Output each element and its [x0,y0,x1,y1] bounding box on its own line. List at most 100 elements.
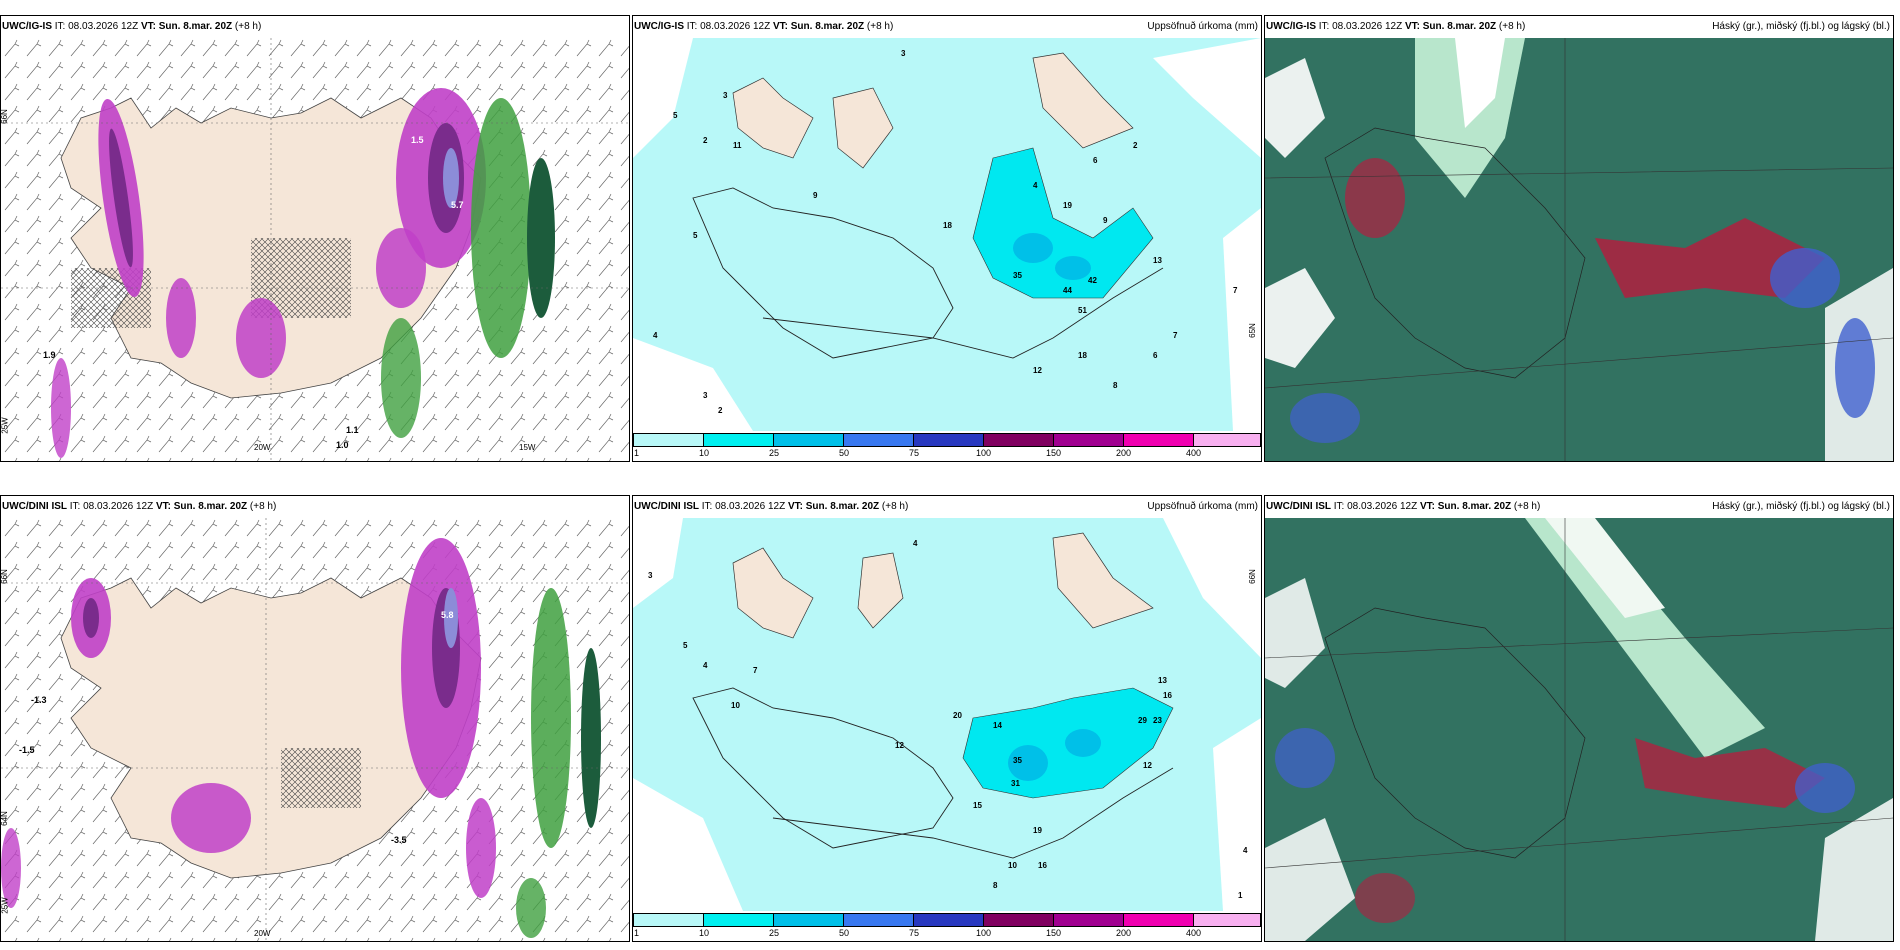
svg-text:5: 5 [693,231,698,240]
colorbar-tick: 10 [699,448,710,458]
svg-text:35: 35 [1013,756,1022,765]
svg-text:4: 4 [653,331,658,340]
svg-text:42: 42 [1088,276,1097,285]
svg-text:18: 18 [943,221,952,230]
colorbar-tick: 50 [839,448,850,458]
colorbar-tick: 200 [1116,448,1132,458]
panel-header: UWC/IG-IS IT: 08.03.2026 12Z VT: Sun. 8.… [633,16,1261,38]
colorbar-seg [633,913,704,927]
panel-header: UWC/DINI ISL IT: 08.03.2026 12Z VT: Sun.… [633,496,1261,518]
svg-text:31: 31 [1011,779,1020,788]
svg-text:4: 4 [1243,846,1248,855]
svg-text:35: 35 [1013,271,1022,280]
colorbar-seg [1053,433,1124,447]
lon-label-20w: 20W [254,929,271,938]
svg-text:-1.5: -1.5 [19,745,35,755]
svg-text:15: 15 [973,801,982,810]
svg-text:1.0: 1.0 [336,440,349,450]
lon-label-20w: 20W [254,443,271,452]
svg-text:10: 10 [1008,861,1017,870]
map-canvas [1265,38,1893,461]
lat-label-66n: 66N [0,109,9,124]
panel-title: Háský (gr.), miðský (fj.bl.) og lágský (… [1712,501,1890,512]
colorbar-tick: 150 [1046,928,1062,938]
svg-text:4: 4 [913,539,918,548]
svg-text:7: 7 [1233,286,1238,295]
colorbar-tick: 25 [769,928,780,938]
svg-text:3: 3 [723,91,728,100]
panel-title: Háský (gr.), miðský (fj.bl.) og lágský (… [1712,21,1890,32]
colorbar-seg [843,913,914,927]
wind-precip-panel-ig-is: UWC/IG-IS IT: 08.03.2026 12Z VT: Sun. 8.… [0,15,630,462]
iceland-land-dry [732,77,814,159]
colorbar-tick: 75 [909,448,920,458]
cloud-panel-ig-is: UWC/IG-IS IT: 08.03.2026 12Z VT: Sun. 8.… [1264,15,1894,462]
precip-colorbar: 1 10 25 50 75 100 150 200 400 [633,911,1261,941]
colorbar-seg [773,913,844,927]
panel-header: UWC/IG-IS IT: 08.03.2026 12Z VT: Sun. 8.… [1265,16,1893,38]
svg-text:3: 3 [703,391,708,400]
svg-text:14: 14 [993,721,1002,730]
colorbar-seg [703,433,774,447]
svg-text:7: 7 [1173,331,1178,340]
colorbar-seg [983,913,1054,927]
svg-text:19: 19 [1033,826,1042,835]
svg-text:51: 51 [1078,306,1087,315]
svg-text:12: 12 [895,741,904,750]
svg-text:18: 18 [1078,351,1087,360]
svg-text:1: 1 [1238,891,1243,900]
panel-header: UWC/DINI ISL IT: 08.03.2026 12Z VT: Sun.… [1265,496,1893,518]
svg-text:-1.3: -1.3 [31,695,47,705]
svg-text:4: 4 [703,661,708,670]
colorbar-tick: 50 [839,928,850,938]
map-canvas: 1.9 1.5 5.7 1.1 1.0 [1,38,629,461]
svg-text:8: 8 [993,881,998,890]
colorbar-seg [1053,913,1124,927]
lon-label-15w: 15W [519,443,536,452]
colorbar-tick: 200 [1116,928,1132,938]
colorbar-seg [983,433,1054,447]
svg-text:2: 2 [718,406,723,415]
colorbar-tick: 400 [1186,928,1202,938]
colorbar-tick: 1 [634,448,640,458]
colorbar-seg [1123,913,1194,927]
colorbar-tick: 10 [699,928,710,938]
lat-label-64n: 64N [0,811,9,826]
colorbar-tick: 150 [1046,448,1062,458]
colorbar-tick: 25 [769,448,780,458]
svg-text:13: 13 [1153,256,1162,265]
colorbar-seg [633,433,704,447]
panel-title: Uppsöfnuð úrkoma (mm) [1147,501,1258,512]
colorbar-tick: 75 [909,928,920,938]
svg-text:1.9: 1.9 [43,350,56,360]
lat-label-25w: 25W [0,417,10,434]
svg-text:1.1: 1.1 [346,425,359,435]
svg-text:1.5: 1.5 [411,135,424,145]
svg-text:12: 12 [1033,366,1042,375]
svg-text:3: 3 [648,571,653,580]
precip-panel-dini: UWC/DINI ISL IT: 08.03.2026 12Z VT: Sun.… [632,495,1262,942]
precip-colorbar: 1 10 25 50 75 100 150 200 400 [633,431,1261,461]
panel-header: UWC/DINI ISL IT: 08.03.2026 12Z VT: Sun.… [1,496,629,518]
svg-text:13: 13 [1158,676,1167,685]
colorbar-seg [1193,913,1261,927]
colorbar-seg [1123,433,1194,447]
colorbar-seg [913,433,984,447]
colorbar-seg [843,433,914,447]
svg-text:5: 5 [673,111,678,120]
svg-text:8: 8 [1113,381,1118,390]
svg-text:2: 2 [703,136,708,145]
svg-text:12: 12 [1143,761,1152,770]
svg-text:16: 16 [1163,691,1172,700]
colorbar-tick: 400 [1186,448,1202,458]
lat-label-65n: 65N [1247,323,1257,338]
svg-text:44: 44 [1063,286,1072,295]
colorbar-seg [703,913,774,927]
svg-text:16: 16 [1038,861,1047,870]
lat-label-66n: 66N [1247,569,1257,584]
map-canvas: 3 5 3 2 11 9 5 4 6 2 18 19 9 13 35 44 51… [633,38,1261,431]
svg-text:23: 23 [1153,716,1162,725]
lat-label-25w: 25W [0,897,10,914]
colorbar-tick: 100 [976,928,992,938]
svg-text:7: 7 [753,666,758,675]
